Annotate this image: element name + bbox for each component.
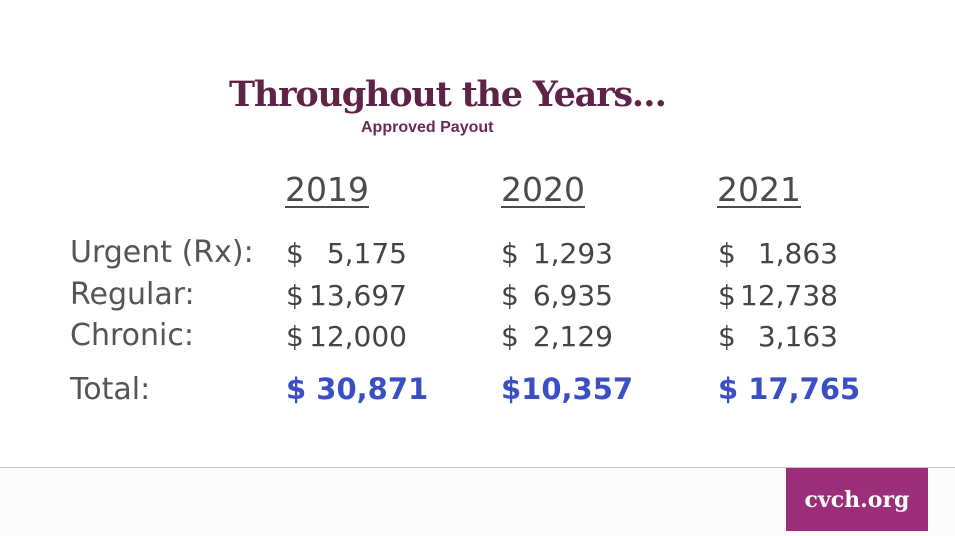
currency-symbol: $: [718, 320, 736, 353]
currency-symbol: $: [286, 320, 304, 353]
cell-urgent-2021: $ 1,863: [718, 237, 838, 273]
currency-symbol: $: [286, 237, 304, 270]
currency-symbol: $: [501, 279, 519, 312]
cell-chronic-2021: $ 3,163: [718, 320, 838, 356]
website-badge: cvch.org: [786, 468, 928, 531]
year-header-2019: 2019: [285, 170, 369, 209]
row-label-chronic: Chronic:: [70, 318, 194, 353]
amount: 1,863: [757, 237, 838, 270]
row-label-regular: Regular:: [70, 277, 195, 312]
cell-chronic-2019: $ 12,000: [286, 320, 407, 356]
cell-regular-2020: $ 6,935: [501, 279, 613, 315]
currency-symbol: $: [286, 279, 304, 312]
currency-symbol: $: [718, 279, 736, 312]
year-header-2021: 2021: [717, 170, 801, 209]
total-2019: $ 30,871: [286, 372, 429, 406]
cell-urgent-2019: $ 5,175: [286, 237, 407, 273]
row-label-urgent: Urgent (Rx):: [70, 235, 254, 270]
page-title: Throughout the Years…: [229, 74, 667, 115]
currency-symbol: $: [501, 237, 519, 270]
year-header-2020: 2020: [501, 170, 585, 209]
amount: 5,175: [326, 237, 407, 270]
currency-symbol: $: [718, 237, 736, 270]
total-2020: $10,357: [501, 372, 634, 406]
amount: 1,293: [532, 237, 613, 270]
amount: 3,163: [757, 320, 838, 353]
cell-regular-2021: $ 12,738: [718, 279, 838, 315]
cell-urgent-2020: $ 1,293: [501, 237, 613, 273]
cell-chronic-2020: $ 2,129: [501, 320, 613, 356]
amount: 13,697: [309, 279, 407, 312]
total-2021: $ 17,765: [718, 372, 861, 406]
amount: 12,000: [309, 320, 407, 353]
amount: 12,738: [740, 279, 838, 312]
footer-divider: [0, 467, 955, 468]
page-subtitle: Approved Payout: [361, 119, 494, 136]
row-label-total: Total:: [70, 372, 151, 407]
amount: 2,129: [532, 320, 613, 353]
amount: 6,935: [532, 279, 613, 312]
cell-regular-2019: $ 13,697: [286, 279, 407, 315]
currency-symbol: $: [501, 320, 519, 353]
